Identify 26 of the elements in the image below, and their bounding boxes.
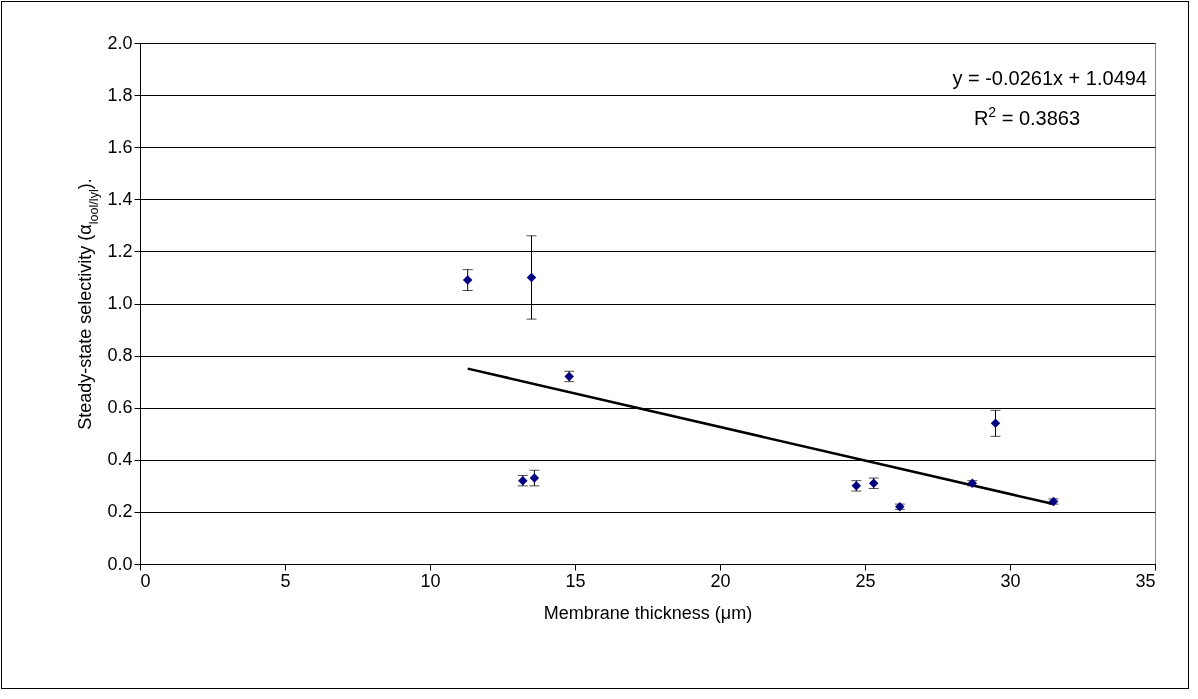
y-tick-label: 1.6 — [107, 136, 133, 157]
y-tick-label: 1.8 — [107, 84, 133, 105]
point — [526, 272, 537, 283]
y-tick-label: 0.8 — [107, 345, 133, 366]
x-tick-label: 20 — [710, 570, 731, 591]
annotation: R$^{2}$ = 0.3863 — [973, 104, 1081, 129]
point — [462, 275, 473, 285]
y-tick-label: 2.0 — [107, 32, 133, 53]
y-tick-label: 0.2 — [107, 501, 133, 522]
annotation: y = -0.0261x + 1.0494 — [952, 67, 1147, 89]
y-tick-label: 0.6 — [107, 397, 133, 418]
y-tick-label: 0.4 — [107, 449, 133, 470]
y-tick-label: 1.4 — [107, 188, 133, 209]
x-tick-label: 15 — [565, 570, 586, 591]
x-tick-label: 25 — [855, 570, 876, 591]
x-axis-title: Membrane thickness (μm) — [543, 602, 753, 623]
x-tick-label: 5 — [280, 570, 291, 591]
x-tick-label: 30 — [1000, 570, 1021, 591]
x-tick-label: 10 — [420, 570, 441, 591]
y-tick-label: 1.0 — [107, 293, 133, 313]
y-tick-label: 0.0 — [107, 553, 133, 574]
y-tick-label: 1.2 — [107, 240, 133, 261]
point — [990, 418, 1001, 429]
point — [529, 473, 540, 483]
x-tick-label: 0 — [140, 570, 151, 591]
x-tick-label: 35 — [1135, 570, 1156, 591]
